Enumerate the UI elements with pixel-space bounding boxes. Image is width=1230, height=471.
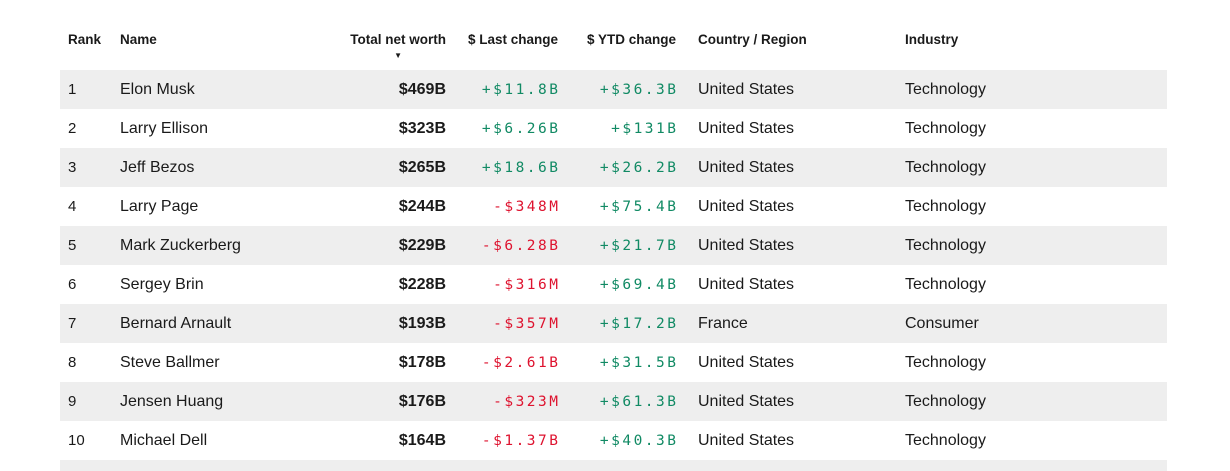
rank-cell: 5 bbox=[68, 237, 77, 254]
table-row[interactable]: 4 Larry Page $244B -$348M +$75.4B United… bbox=[60, 187, 1167, 226]
name-cell: Jeff Bezos bbox=[120, 158, 195, 176]
ytd-change-cell: +$131B bbox=[611, 120, 679, 137]
last-change-cell: +$11.8B bbox=[481, 81, 561, 98]
last-change-cell: -$1.37B bbox=[481, 432, 561, 449]
country-cell: United States bbox=[698, 119, 795, 137]
ytd-change-cell: +$21.7B bbox=[599, 237, 679, 254]
ytd-change-cell: +$40.3B bbox=[599, 432, 679, 449]
industry-cell: Technology bbox=[905, 119, 986, 137]
rank-cell: 6 bbox=[68, 276, 77, 293]
industry-cell: Technology bbox=[905, 275, 986, 293]
country-cell: United States bbox=[698, 236, 795, 254]
country-cell: France bbox=[698, 314, 748, 332]
name-cell: Jensen Huang bbox=[120, 392, 224, 410]
rank-cell: 1 bbox=[68, 81, 77, 98]
col-header-rank[interactable]: Rank bbox=[68, 32, 102, 47]
name-cell: Michael Dell bbox=[120, 431, 208, 449]
table-row[interactable]: 1 Elon Musk $469B +$11.8B +$36.3B United… bbox=[60, 70, 1167, 109]
table-row[interactable]: 2 Larry Ellison $323B +$6.26B +$131B Uni… bbox=[60, 109, 1167, 148]
country-cell: United States bbox=[698, 197, 795, 215]
industry-cell: Consumer bbox=[905, 314, 979, 332]
table-row[interactable]: 6 Sergey Brin $228B -$316M +$69.4B Unite… bbox=[60, 265, 1167, 304]
name-cell: Larry Page bbox=[120, 197, 199, 215]
country-cell: United States bbox=[698, 392, 795, 410]
table-row[interactable]: 5 Mark Zuckerberg $229B -$6.28B +$21.7B … bbox=[60, 226, 1167, 265]
table-body: 1 Elon Musk $469B +$11.8B +$36.3B United… bbox=[60, 70, 1167, 460]
industry-cell: Technology bbox=[905, 392, 986, 410]
name-cell: Larry Ellison bbox=[120, 119, 209, 137]
ytd-change-cell: +$69.4B bbox=[599, 276, 679, 293]
table-row[interactable]: 7 Bernard Arnault $193B -$357M +$17.2B F… bbox=[60, 304, 1167, 343]
industry-cell: Technology bbox=[905, 158, 986, 176]
sort-desc-icon: ▼ bbox=[394, 50, 403, 60]
net-worth-cell: $164B bbox=[398, 431, 446, 449]
ytd-change-cell: +$31.5B bbox=[599, 354, 679, 371]
country-cell: United States bbox=[698, 431, 795, 449]
industry-cell: Technology bbox=[905, 197, 986, 215]
col-header-industry[interactable]: Industry bbox=[905, 32, 959, 47]
col-header-net-worth[interactable]: Total net worth ▼ bbox=[336, 32, 446, 60]
name-cell: Elon Musk bbox=[120, 80, 195, 98]
col-header-country[interactable]: Country / Region bbox=[698, 32, 807, 47]
col-header-name[interactable]: Name bbox=[120, 32, 157, 47]
net-worth-cell: $228B bbox=[398, 275, 446, 293]
col-header-last-change[interactable]: $ Last change bbox=[467, 32, 558, 47]
net-worth-cell: $265B bbox=[398, 158, 446, 176]
industry-cell: Technology bbox=[905, 353, 986, 371]
rank-cell: 10 bbox=[68, 432, 85, 449]
ytd-change-cell: +$26.2B bbox=[599, 159, 679, 176]
table-header-row: Rank Name Total net worth ▼ $ Last chang… bbox=[60, 0, 1167, 70]
name-cell: Steve Ballmer bbox=[120, 353, 220, 371]
name-cell: Mark Zuckerberg bbox=[120, 236, 241, 254]
last-change-cell: -$316M bbox=[493, 276, 561, 293]
country-cell: United States bbox=[698, 80, 795, 98]
rank-cell: 4 bbox=[68, 198, 77, 215]
net-worth-cell: $244B bbox=[398, 197, 446, 215]
ytd-change-cell: +$36.3B bbox=[599, 81, 679, 98]
last-change-cell: +$18.6B bbox=[481, 159, 561, 176]
ytd-change-cell: +$61.3B bbox=[599, 393, 679, 410]
industry-cell: Technology bbox=[905, 236, 986, 254]
rank-cell: 8 bbox=[68, 354, 77, 371]
last-change-cell: -$2.61B bbox=[481, 354, 561, 371]
industry-cell: Technology bbox=[905, 431, 986, 449]
last-change-cell: -$357M bbox=[493, 315, 561, 332]
net-worth-cell: $323B bbox=[398, 119, 446, 137]
ytd-change-cell: +$75.4B bbox=[599, 198, 679, 215]
table-row[interactable]: 9 Jensen Huang $176B -$323M +$61.3B Unit… bbox=[60, 382, 1167, 421]
last-change-cell: -$323M bbox=[493, 393, 561, 410]
country-cell: United States bbox=[698, 158, 795, 176]
country-cell: United States bbox=[698, 353, 795, 371]
net-worth-cell: $229B bbox=[398, 236, 446, 254]
name-cell: Sergey Brin bbox=[120, 275, 204, 293]
industry-cell: Technology bbox=[905, 80, 986, 98]
table-row[interactable]: 8 Steve Ballmer $178B -$2.61B +$31.5B Un… bbox=[60, 343, 1167, 382]
col-header-net-worth-label: Total net worth bbox=[350, 32, 446, 47]
last-change-cell: +$6.26B bbox=[481, 120, 561, 137]
net-worth-cell: $469B bbox=[398, 80, 446, 98]
rank-cell: 2 bbox=[68, 120, 77, 137]
rank-cell: 9 bbox=[68, 393, 77, 410]
next-row-partial bbox=[60, 460, 1167, 471]
net-worth-cell: $176B bbox=[398, 392, 446, 410]
net-worth-cell: $193B bbox=[398, 314, 446, 332]
table-row[interactable]: 10 Michael Dell $164B -$1.37B +$40.3B Un… bbox=[60, 421, 1167, 460]
last-change-cell: -$348M bbox=[493, 198, 561, 215]
col-header-ytd-change[interactable]: $ YTD change bbox=[586, 32, 676, 47]
ytd-change-cell: +$17.2B bbox=[599, 315, 679, 332]
table-row[interactable]: 3 Jeff Bezos $265B +$18.6B +$26.2B Unite… bbox=[60, 148, 1167, 187]
name-cell: Bernard Arnault bbox=[120, 314, 232, 332]
billionaires-table: Rank Name Total net worth ▼ $ Last chang… bbox=[60, 0, 1167, 471]
rank-cell: 7 bbox=[68, 315, 77, 332]
last-change-cell: -$6.28B bbox=[481, 237, 561, 254]
country-cell: United States bbox=[698, 275, 795, 293]
rank-cell: 3 bbox=[68, 159, 77, 176]
net-worth-cell: $178B bbox=[398, 353, 446, 371]
